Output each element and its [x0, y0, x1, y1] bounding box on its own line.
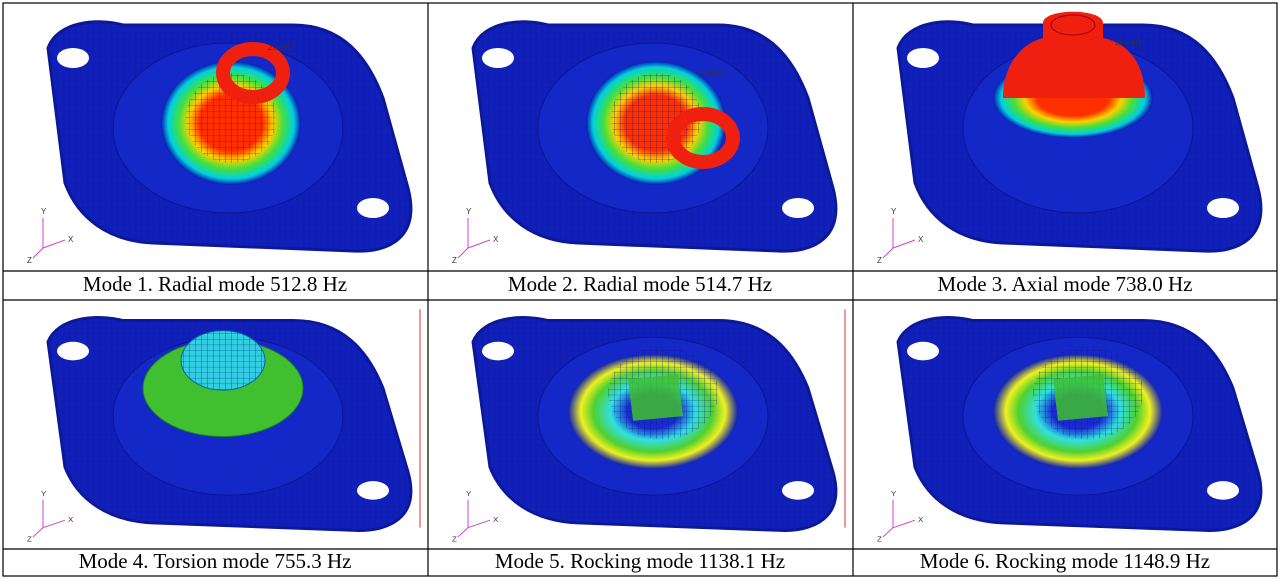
axis-label: Y	[466, 207, 472, 216]
axis-label: X	[918, 515, 923, 524]
triad-x	[893, 520, 915, 527]
hole	[357, 198, 389, 218]
mode-panel: 26+001 Y X Z	[877, 12, 1261, 265]
hole	[57, 48, 89, 68]
mode-panel: Y X Z	[27, 309, 420, 543]
triad-x	[893, 240, 915, 248]
triad-x	[468, 240, 490, 248]
hole	[782, 198, 814, 218]
axis-label: Y	[891, 489, 896, 498]
mode-panel: Y X Z	[877, 317, 1261, 543]
wire-mesh	[181, 331, 265, 390]
axis-label: Y	[41, 207, 47, 216]
hole	[482, 48, 514, 68]
rocking-face	[628, 374, 683, 420]
triad-x	[43, 520, 65, 527]
panels: 26+001 Y X Z Mode 1. Radial mode 512.8 Hz 26+…	[27, 12, 1261, 573]
axis-label: Y	[466, 489, 471, 498]
axis-label: Z	[452, 256, 457, 265]
triad-z	[458, 248, 468, 258]
hole	[57, 342, 89, 361]
mode-panel: 26+001 Y X Z	[27, 22, 411, 265]
mode-panel: 26+001 Y X Z	[452, 22, 836, 265]
axis-label: Z	[877, 256, 882, 265]
figure: 26+001 Y X Z Mode 1. Radial mode 512.8 Hz 26+…	[0, 0, 1280, 579]
hole	[482, 342, 514, 361]
hole	[907, 48, 939, 68]
hole	[782, 481, 814, 500]
caption: Mode 3. Axial mode 738.0 Hz	[938, 272, 1193, 296]
caption: Mode 1. Radial mode 512.8 Hz	[83, 272, 347, 296]
triad-z	[33, 248, 43, 258]
triad-x	[468, 520, 490, 527]
hole	[907, 342, 939, 361]
axis-label: Y	[41, 489, 46, 498]
axis-label: Z	[27, 535, 32, 544]
triad-z	[458, 528, 468, 537]
caption: Mode 5. Rocking mode 1138.1 Hz	[495, 549, 785, 573]
caption: Mode 2. Radial mode 514.7 Hz	[508, 272, 772, 296]
triad-x	[43, 240, 65, 248]
mode-panel: Y X Z	[452, 309, 845, 543]
axis-label: X	[68, 515, 73, 524]
axis-label: X	[68, 235, 74, 244]
caption: Mode 4. Torsion mode 755.3 Hz	[79, 549, 352, 573]
axis-label: Z	[27, 256, 32, 265]
axis-label: Z	[452, 535, 457, 544]
hole	[357, 481, 389, 500]
axis-label: Z	[877, 535, 882, 544]
contour-tag: 26+001	[268, 43, 295, 52]
axis-label: Y	[891, 207, 897, 216]
contour-tag: 26+001	[698, 68, 725, 77]
triad-z	[883, 528, 893, 537]
contour-tag: 26+001	[1115, 38, 1142, 47]
hole	[1207, 198, 1239, 218]
triad-z	[883, 248, 893, 258]
rocking-face	[1053, 374, 1108, 420]
axis-label: X	[493, 515, 498, 524]
triad-z	[33, 528, 43, 537]
caption: Mode 6. Rocking mode 1148.9 Hz	[920, 549, 1210, 573]
axis-label: X	[918, 235, 924, 244]
axis-label: X	[493, 235, 499, 244]
hole	[1207, 481, 1239, 500]
